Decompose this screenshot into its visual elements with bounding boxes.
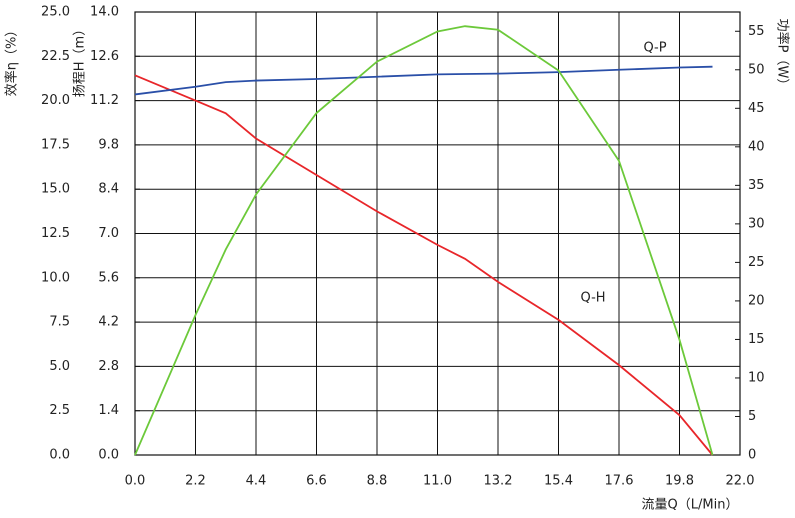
- x-tick-label: 13.2: [484, 474, 513, 489]
- y-axis-title: 扬程H（m）: [73, 23, 88, 97]
- y2-tick-label: 15: [748, 332, 765, 347]
- y-tick-label: 7.0: [98, 226, 119, 241]
- y3-tick-label: 0.0: [49, 448, 70, 463]
- x-tick-label: 15.4: [544, 474, 573, 489]
- y-tick-label: 9.8: [98, 137, 119, 152]
- y3-tick-label: 2.5: [49, 403, 70, 418]
- x-tick-label: 11.0: [423, 474, 452, 489]
- series-line: [134, 25, 714, 456]
- y-tick-label: 4.2: [98, 315, 119, 330]
- y3-axis-title: 效率η（%）: [4, 24, 20, 97]
- y3-tick-label: 22.5: [41, 49, 70, 64]
- y2-tick-label: 20: [748, 293, 765, 308]
- y3-tick-label: 10.0: [41, 270, 70, 285]
- y-tick-label: 11.2: [90, 93, 119, 108]
- y3-tick-label: 5.0: [49, 359, 70, 374]
- plot-frame: [134, 11, 741, 456]
- y3-tick-label: 7.5: [49, 315, 70, 330]
- x-tick-label: 0.0: [125, 474, 146, 489]
- y3-tick-label: 20.0: [41, 93, 70, 108]
- y2-tick-label: 55: [748, 24, 765, 39]
- y2-tick-label: 35: [748, 178, 765, 193]
- y2-tick-label: 30: [748, 216, 765, 231]
- y2-tick-label: 50: [748, 62, 765, 77]
- y-tick-label: 2.8: [98, 359, 119, 374]
- y3-tick-label: 15.0: [41, 182, 70, 197]
- y-tick-label: 14.0: [90, 5, 119, 20]
- x-axis-title: 流量Q（L/Min）: [642, 498, 739, 513]
- x-tick-label: 17.6: [605, 474, 634, 489]
- x-tick-label: 6.6: [306, 474, 327, 489]
- y3-tick-label: 25.0: [41, 5, 70, 20]
- x-tick-label: 8.8: [367, 474, 388, 489]
- y-tick-label: 1.4: [98, 403, 119, 418]
- y2-tick-label: 40: [748, 139, 765, 154]
- x-tick-label: 22.0: [726, 474, 755, 489]
- y2-tick-label: 10: [748, 370, 765, 385]
- y2-tick-label: 0: [748, 448, 756, 463]
- y-tick-label: 8.4: [98, 182, 119, 197]
- x-tick-label: 2.2: [185, 474, 206, 489]
- y-tick-label: 12.6: [90, 49, 119, 64]
- x-tick-label: 4.4: [246, 474, 267, 489]
- y2-axis-title: 功率P（W）: [775, 19, 791, 92]
- y-tick-label: 0.0: [98, 448, 119, 463]
- annotation: Q-P: [643, 41, 666, 56]
- y2-tick-label: 25: [748, 255, 765, 270]
- y2-tick-label: 5: [748, 409, 756, 424]
- annotation: Q-H: [580, 291, 605, 306]
- y3-tick-label: 12.5: [41, 226, 70, 241]
- y2-tick-label: 45: [748, 101, 765, 116]
- y-tick-label: 5.6: [98, 270, 119, 285]
- series-line: [134, 74, 714, 456]
- series-line: [134, 65, 713, 96]
- y3-tick-label: 17.5: [41, 137, 70, 152]
- x-tick-label: 19.8: [665, 474, 694, 489]
